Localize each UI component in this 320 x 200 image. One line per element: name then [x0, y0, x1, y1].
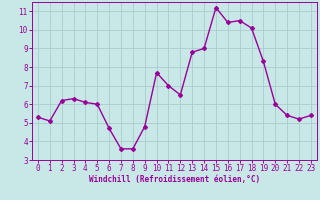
X-axis label: Windchill (Refroidissement éolien,°C): Windchill (Refroidissement éolien,°C)	[89, 175, 260, 184]
